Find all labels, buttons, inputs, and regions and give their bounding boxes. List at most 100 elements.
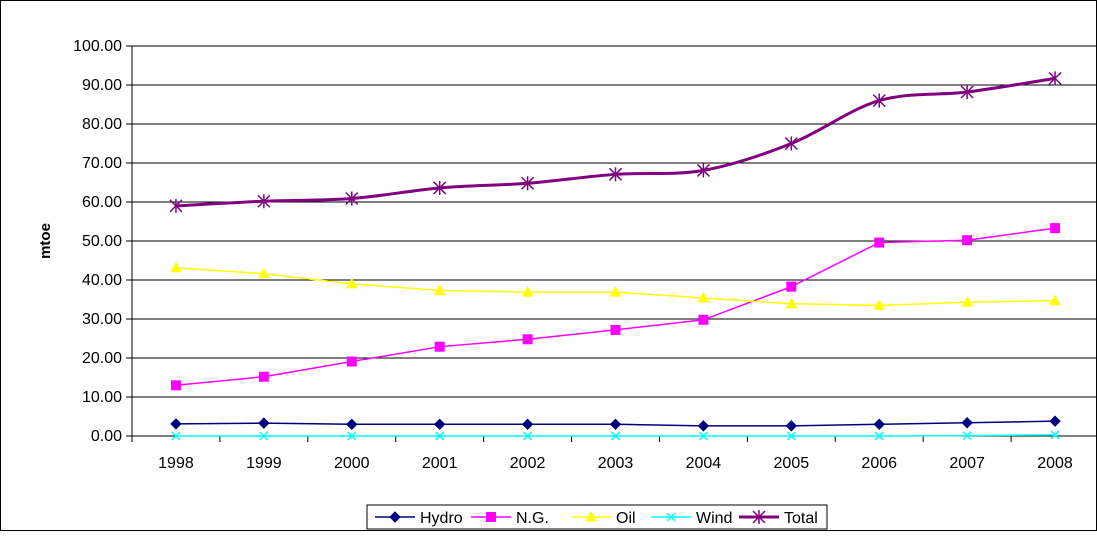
data-point xyxy=(257,194,271,209)
data-point xyxy=(1050,430,1060,440)
data-point xyxy=(523,431,533,441)
data-point xyxy=(347,431,357,441)
data-point xyxy=(874,431,884,441)
series-total xyxy=(169,71,1062,213)
data-point xyxy=(784,136,798,151)
y-tick-label: 20.00 xyxy=(82,350,122,367)
x-tick-label: 2000 xyxy=(334,455,370,472)
x-tick-label: 2004 xyxy=(686,455,722,472)
data-point xyxy=(610,324,621,335)
data-point xyxy=(521,176,535,191)
data-point xyxy=(170,380,181,391)
data-point xyxy=(609,286,622,297)
data-point xyxy=(433,284,446,296)
y-axis-label: mtoe xyxy=(37,223,54,259)
data-point xyxy=(169,198,183,213)
data-point xyxy=(435,431,445,441)
data-point xyxy=(170,261,182,273)
legend-item: Oil xyxy=(571,510,636,527)
data-point xyxy=(874,237,885,248)
data-point xyxy=(785,297,798,309)
legend-label: Oil xyxy=(616,510,636,527)
x-tick-label: 1999 xyxy=(246,455,282,472)
data-point xyxy=(961,417,973,429)
y-tick-labels: 0.00 10.00 20.00 30.00 40.00 50.00 60.00 70.00 8… xyxy=(73,38,122,445)
data-point xyxy=(345,277,358,289)
legend: Hydro N.G. Oil Wind Total xyxy=(366,504,828,530)
series-hydro xyxy=(170,415,1061,432)
data-point xyxy=(962,235,973,246)
x-tick-label: 2008 xyxy=(1037,455,1073,472)
data-point xyxy=(258,267,270,279)
legend-label: N.G. xyxy=(516,510,549,527)
data-point xyxy=(962,431,972,441)
data-point xyxy=(171,431,181,441)
x-tick-label: 2007 xyxy=(949,455,985,472)
data-point xyxy=(521,418,534,431)
y-tick-label: 90.00 xyxy=(82,77,122,94)
x-tick-labels: 1998 1999 2000 2001 2002 2003 2004 2005 2006 2007… xyxy=(158,455,1073,472)
y-tick-label: 60.00 xyxy=(82,194,122,211)
data-point xyxy=(786,281,797,292)
legend-label: Hydro xyxy=(420,510,463,527)
data-point xyxy=(1048,71,1062,86)
data-point xyxy=(696,163,710,178)
legend-marker xyxy=(486,512,496,522)
y-tick-label: 70.00 xyxy=(82,155,122,172)
y-tick-label: 40.00 xyxy=(82,272,122,289)
x-tick-label: 2003 xyxy=(598,455,634,472)
data-point xyxy=(1049,415,1061,427)
series-oil xyxy=(170,261,1061,310)
data-point xyxy=(609,418,622,431)
data-point xyxy=(259,431,269,441)
x-tick-label: 1998 xyxy=(158,455,194,472)
data-point xyxy=(346,356,357,367)
legend-label: Wind xyxy=(696,510,732,527)
data-point xyxy=(786,431,796,441)
data-point xyxy=(1049,294,1061,306)
data-point xyxy=(960,85,974,100)
y-tick-label: 0.00 xyxy=(91,428,122,445)
data-point xyxy=(698,431,708,441)
data-point xyxy=(258,371,269,382)
y-tick-label: 100.00 xyxy=(73,38,122,55)
legend-marker xyxy=(752,510,766,524)
gridlines xyxy=(126,45,1097,442)
legend-marker xyxy=(389,511,401,523)
legend-item: N.G. xyxy=(471,510,549,527)
data-point xyxy=(345,191,359,206)
legend-marker xyxy=(666,512,676,522)
data-point xyxy=(258,417,270,429)
series-n-g xyxy=(170,223,1061,391)
y-tick-label: 50.00 xyxy=(82,233,122,250)
legend-item: Wind xyxy=(651,510,732,527)
legend-marker xyxy=(585,510,597,522)
x-tick-label: 2006 xyxy=(861,455,897,472)
y-tick-label: 30.00 xyxy=(82,311,122,328)
data-point xyxy=(961,296,973,307)
data-point xyxy=(698,314,709,325)
data-point xyxy=(873,418,885,431)
series-layer xyxy=(169,71,1062,441)
legend-item: Hydro xyxy=(375,510,463,527)
data-point xyxy=(872,93,886,108)
x-tick-label: 2005 xyxy=(774,455,810,472)
data-point xyxy=(170,418,182,430)
data-point xyxy=(521,286,534,297)
y-tick-label: 80.00 xyxy=(82,116,122,133)
data-point xyxy=(697,291,710,303)
data-point xyxy=(608,167,623,182)
x-tick-label: 2002 xyxy=(510,455,546,472)
data-point xyxy=(610,431,621,441)
legend-label: Total xyxy=(784,510,818,527)
series-wind xyxy=(171,430,1060,441)
x-tick-label: 2001 xyxy=(422,455,458,472)
data-point xyxy=(873,299,886,310)
data-point xyxy=(1050,223,1061,234)
legend-item: Total xyxy=(739,510,818,527)
data-point xyxy=(697,420,710,432)
data-point xyxy=(434,341,445,352)
